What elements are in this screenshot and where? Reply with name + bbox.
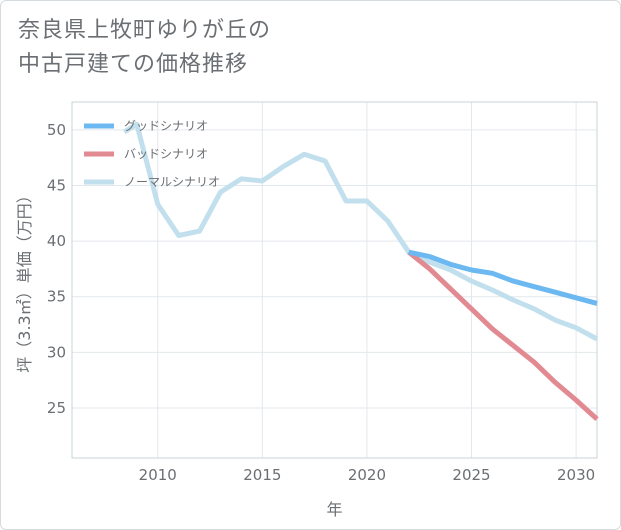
x-tick-label: 2030 — [557, 466, 595, 484]
x-tick-label: 2010 — [139, 466, 177, 484]
series-line-bad — [407, 250, 599, 421]
y-tick-label: 25 — [47, 399, 66, 417]
x-tick-label: 2025 — [452, 466, 490, 484]
y-axis-label: 坪（3.3㎡）単価（万円） — [15, 187, 34, 372]
legend-label-normal: ノーマルシナリオ — [124, 175, 220, 189]
series-line-good — [408, 249, 598, 306]
y-tick-label: 40 — [47, 232, 66, 250]
x-tick-label: 2015 — [243, 466, 281, 484]
chart-title-line1: 奈良県上牧町ゆりが丘の — [18, 18, 272, 43]
chart-title-line2: 中古戸建ての価格推移 — [18, 52, 249, 77]
series-lines — [122, 121, 599, 421]
y-tick-label: 30 — [47, 343, 66, 361]
x-tick-label: 2020 — [348, 466, 386, 484]
y-tick-label: 50 — [47, 121, 66, 139]
chart-title: 奈良県上牧町ゆりが丘の 中古戸建ての価格推移 — [18, 14, 271, 82]
plot-border — [71, 101, 598, 459]
x-axis-label: 年 — [326, 500, 342, 519]
legend-label-good: グッドシナリオ — [124, 119, 208, 133]
series-line-normal — [122, 121, 599, 342]
legend-label-bad: バッドシナリオ — [124, 147, 208, 161]
y-tick-label: 35 — [47, 288, 66, 306]
y-tick-label: 45 — [47, 176, 66, 194]
tick-labels: 2010 2015 2020 2025 2030 25 30 35 40 45 50 — [47, 121, 595, 484]
